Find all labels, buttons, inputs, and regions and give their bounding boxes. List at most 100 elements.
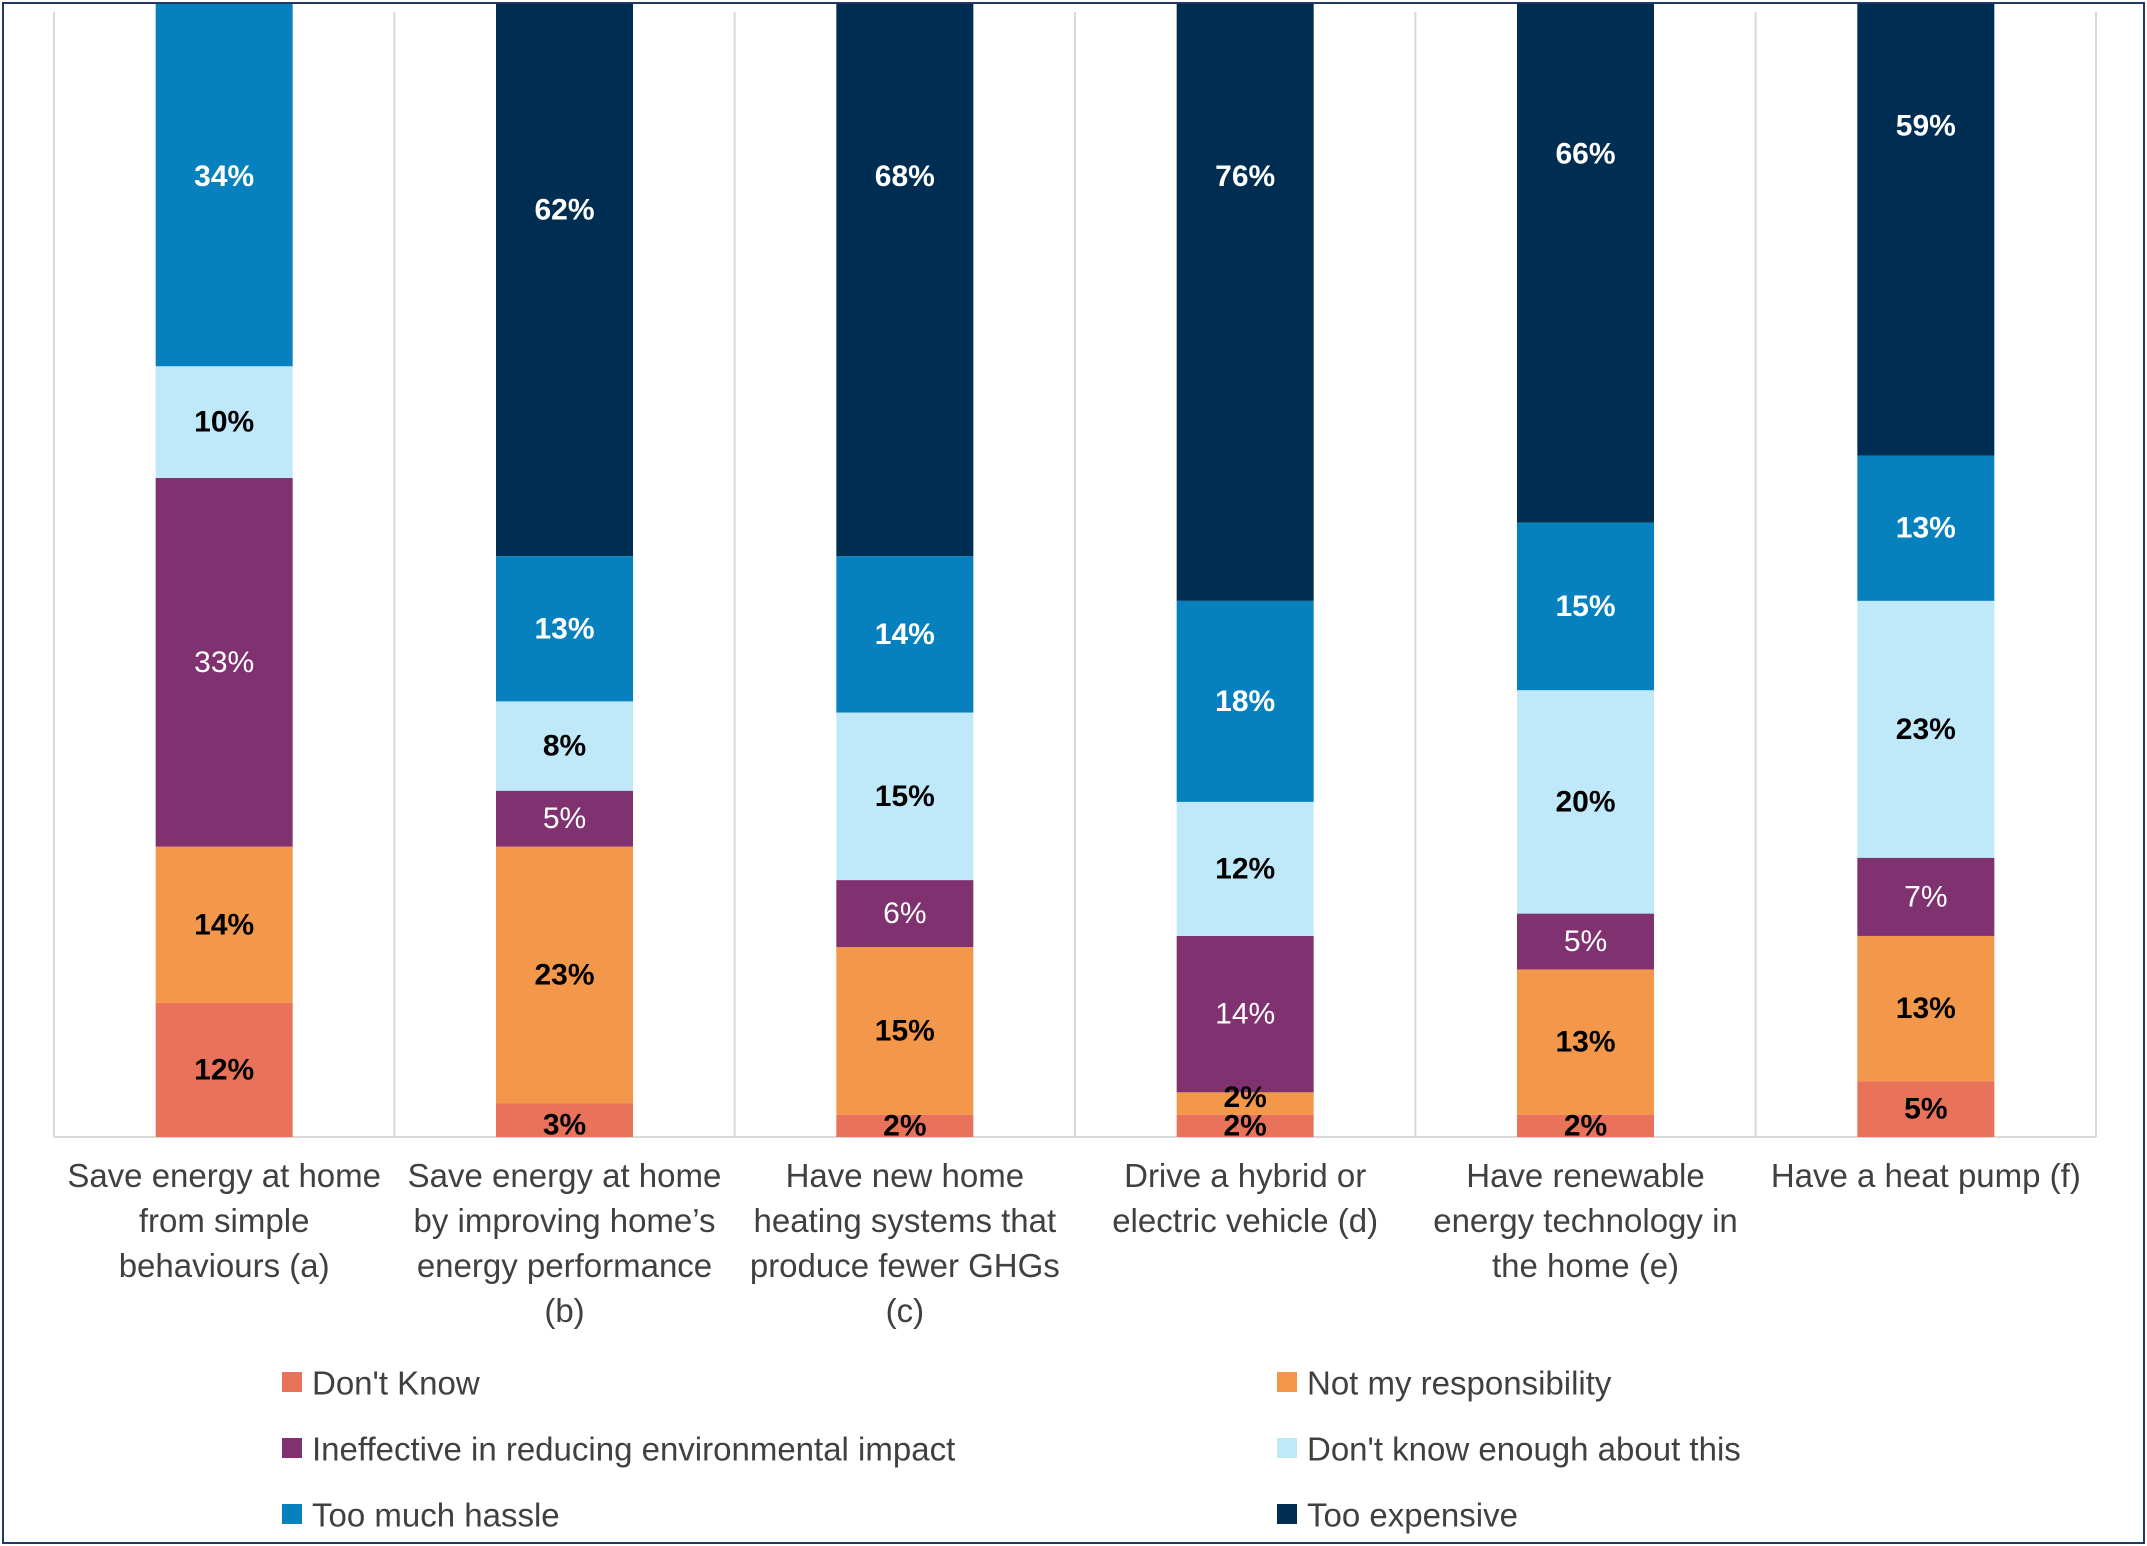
data-label: 13% — [1896, 992, 1956, 1025]
data-label: 13% — [534, 612, 594, 645]
data-label: 20% — [1555, 785, 1615, 818]
bar-segment — [496, 4, 633, 557]
category-label: heating systems that — [754, 1202, 1057, 1239]
bar-segment — [836, 4, 974, 557]
data-label: 68% — [875, 160, 935, 193]
data-label: 12% — [1215, 852, 1275, 885]
data-label: 2% — [1564, 1109, 1607, 1142]
legend-swatch — [282, 1438, 302, 1458]
category-label: from simple — [139, 1202, 310, 1239]
category-label: Have new home — [786, 1157, 1024, 1194]
data-label: 7% — [1904, 880, 1947, 913]
bar-segment — [836, 1114, 974, 1137]
legend-swatch — [1277, 1504, 1297, 1524]
data-label: 15% — [1555, 590, 1615, 623]
data-labels: 12% 14% 33% 10% 34% 12% 3% 23% 5% 8% 13% 62% 2% 15% 6%… — [194, 110, 1956, 1143]
category-label: the home (e) — [1492, 1247, 1679, 1284]
bar-segment — [836, 880, 974, 948]
bar-segment — [1857, 857, 1995, 936]
data-label: 8% — [543, 730, 586, 763]
legend-swatch — [1277, 1438, 1297, 1458]
data-label: 14% — [875, 618, 935, 651]
bar-segment — [155, 477, 293, 847]
data-label: 23% — [534, 959, 594, 992]
data-label: 15% — [875, 1014, 935, 1047]
legend-label: Not my responsibility — [1307, 1365, 1612, 1402]
legend-label: Ineffective in reducing environmental im… — [312, 1431, 955, 1468]
bar-segment — [155, 846, 293, 1003]
category-label: energy technology in — [1433, 1202, 1738, 1239]
plot-grid — [53, 12, 2097, 1138]
bar-segment — [836, 556, 974, 713]
bar-segment — [1176, 4, 1314, 601]
legend-label: Don't Know — [312, 1365, 480, 1402]
bar-segment — [496, 701, 633, 791]
bar-segment — [496, 556, 633, 702]
data-label: 2% — [1223, 1081, 1266, 1114]
bar-segment — [1517, 690, 1654, 914]
data-label: 10% — [194, 406, 254, 439]
data-label: 5% — [1564, 925, 1607, 958]
data-label: 12% — [194, 1053, 254, 1086]
bar-segment — [1176, 600, 1314, 802]
legend-swatch — [282, 1504, 302, 1524]
bar-segment — [1517, 4, 1654, 523]
data-label: 66% — [1555, 138, 1615, 171]
bar-segment — [155, 1002, 293, 1137]
data-label: 14% — [194, 908, 254, 941]
bar-segment — [1176, 1114, 1314, 1137]
data-label: 34% — [194, 160, 254, 193]
bar-segment — [836, 712, 974, 881]
category-label: (c) — [886, 1292, 924, 1329]
legend-swatch — [282, 1372, 302, 1392]
data-label: 5% — [1904, 1093, 1947, 1126]
data-label: 76% — [1215, 160, 1275, 193]
bars — [155, 4, 1995, 1137]
data-label: 62% — [534, 193, 594, 226]
bar-segment — [836, 947, 974, 1115]
bar-segment — [1176, 935, 1314, 1093]
bar-segment — [155, 4, 293, 367]
bar-segment — [496, 846, 633, 1104]
category-label: by improving home’s — [413, 1202, 715, 1239]
data-label: 18% — [1215, 685, 1275, 718]
data-label: 13% — [1555, 1026, 1615, 1059]
data-label: 23% — [1896, 713, 1956, 746]
data-label: 14% — [1215, 998, 1275, 1031]
category-label: Save energy at home — [67, 1157, 381, 1194]
bar-segment — [1857, 4, 1995, 456]
legend-label: Too much hassle — [312, 1497, 560, 1534]
category-label: energy performance — [417, 1247, 712, 1284]
category-label: Have a heat pump (f) — [1771, 1157, 2081, 1194]
category-label: Have renewable — [1466, 1157, 1704, 1194]
legend: Don't Know Not my responsibility Ineffecti… — [282, 1365, 1741, 1534]
bar-segment — [496, 1103, 633, 1137]
data-label: 2% — [1223, 1109, 1266, 1142]
bar-segment — [496, 790, 633, 847]
bar-segment — [1517, 522, 1654, 691]
data-label: 2% — [883, 1109, 926, 1142]
category-labels: Save energy at home from simple behaviours… — [67, 1157, 2081, 1329]
category-label: Drive a hybrid or — [1124, 1157, 1366, 1194]
legend-label: Don't know enough about this — [1307, 1431, 1741, 1468]
category-label: electric vehicle (d) — [1112, 1202, 1378, 1239]
bar-segment — [1857, 600, 1995, 858]
stacked-bar-chart: 12% 14% 33% 10% 34% 12% 3% 23% 5% 8% 13% 62% 2% 15% 6%… — [53, 4, 2097, 1534]
bar-segment — [1857, 455, 1995, 601]
bar-segment — [1517, 913, 1654, 970]
bar-segment — [1857, 1081, 1995, 1137]
bar-segment — [1517, 969, 1654, 1115]
category-label: produce fewer GHGs — [750, 1247, 1060, 1284]
bar-segment — [1857, 935, 1995, 1082]
data-label: 15% — [875, 780, 935, 813]
bar-segment — [1176, 1092, 1314, 1115]
data-label: 13% — [1896, 512, 1956, 545]
data-label: 59% — [1896, 110, 1956, 143]
data-label: 33% — [194, 646, 254, 679]
legend-label: Too expensive — [1307, 1497, 1518, 1534]
bar-segment — [1176, 801, 1314, 936]
bar-segment — [1517, 1114, 1654, 1137]
data-label: 6% — [883, 897, 926, 930]
legend-swatch — [1277, 1372, 1297, 1392]
